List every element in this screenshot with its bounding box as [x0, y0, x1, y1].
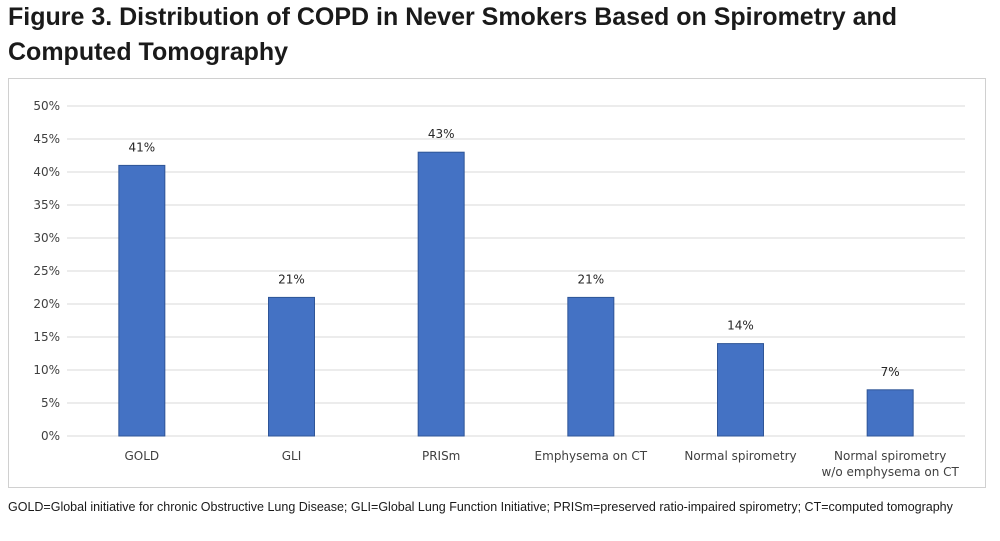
data-label: 43%	[428, 127, 455, 141]
category-label: PRISm	[422, 449, 460, 463]
category-label: Normal spirometry	[834, 449, 946, 463]
y-tick-label: 20%	[33, 297, 60, 311]
bar	[118, 164, 166, 437]
data-label: 21%	[577, 272, 604, 286]
bar	[866, 389, 914, 437]
y-tick-label: 35%	[33, 198, 60, 212]
y-tick-label: 10%	[33, 363, 60, 377]
category-label: Normal spirometry	[684, 449, 796, 463]
figure-title: Figure 3. Distribution of COPD in Never …	[8, 3, 898, 66]
category-label: w/o emphysema on CT	[821, 465, 959, 479]
chart-frame: 0% 5% 10% 15% 20% 25% 30% 35% 40% 45% 50% 41% 21% 43…	[8, 78, 986, 488]
y-tick-label: 40%	[33, 165, 60, 179]
x-axis-category-labels: GOLD GLI PRISm Emphysema on CT Normal spirom…	[124, 449, 959, 479]
y-tick-label: 25%	[33, 264, 60, 278]
y-tick-label: 0%	[41, 429, 60, 443]
category-label: Emphysema on CT	[535, 449, 648, 463]
data-labels: 41% 21% 43% 21% 14% 7%	[128, 127, 899, 379]
figure-footnote: GOLD=Global initiative for chronic Obstr…	[8, 500, 953, 514]
bar	[567, 296, 615, 437]
bars	[118, 151, 914, 437]
y-tick-label: 15%	[33, 330, 60, 344]
y-axis-tick-labels: 0% 5% 10% 15% 20% 25% 30% 35% 40% 45% 50%	[33, 99, 60, 443]
bar	[417, 151, 465, 437]
y-tick-label: 45%	[33, 132, 60, 146]
bar	[717, 343, 764, 437]
y-tick-label: 5%	[41, 396, 60, 410]
data-label: 41%	[128, 140, 155, 154]
gridlines	[67, 105, 965, 437]
bar	[268, 296, 315, 437]
bar-chart: 0% 5% 10% 15% 20% 25% 30% 35% 40% 45% 50% 41% 21% 43…	[33, 99, 965, 479]
data-label: 7%	[881, 365, 900, 379]
data-label: 14%	[727, 319, 754, 333]
data-label: 21%	[278, 272, 305, 286]
y-tick-label: 30%	[33, 231, 60, 245]
category-label: GOLD	[124, 449, 159, 463]
y-tick-label: 50%	[33, 99, 60, 113]
category-label: GLI	[282, 449, 302, 463]
